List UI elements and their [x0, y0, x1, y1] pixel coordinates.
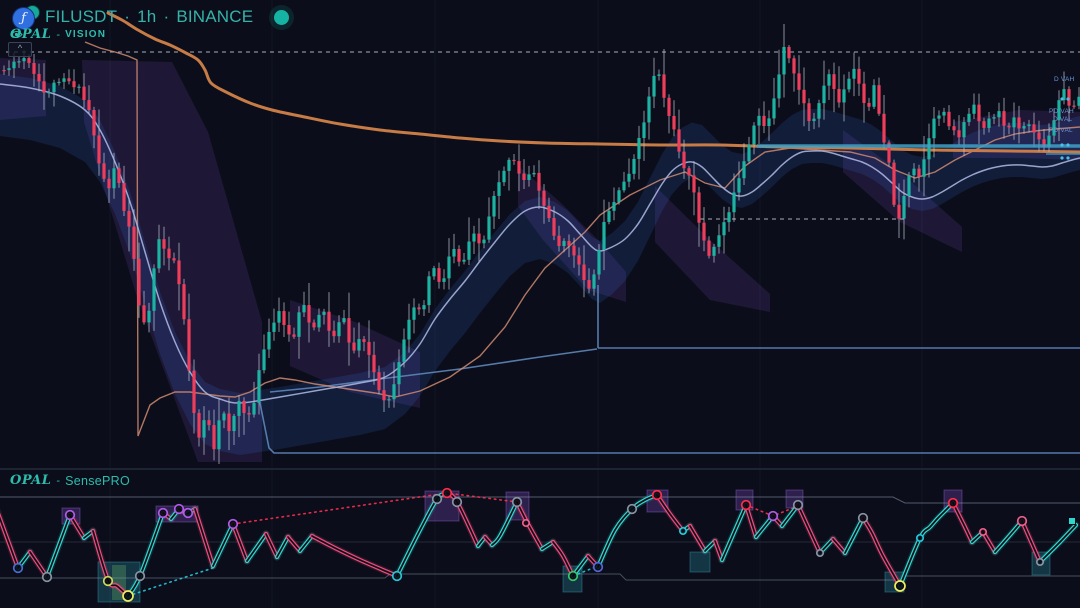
- legend-separator: ·: [124, 7, 131, 26]
- vision-label: VISION: [65, 29, 107, 40]
- market-status-dot-icon: [274, 9, 290, 25]
- timeframe[interactable]: 1h: [137, 7, 157, 26]
- pane-separator[interactable]: [0, 468, 1080, 470]
- dash: -: [56, 28, 61, 41]
- indicator-legend-vision[interactable]: OPAL - VISION: [10, 27, 106, 42]
- value-area-levels-layer: [757, 97, 1080, 160]
- symbol-legend[interactable]: ƒ FILUSDT · 1h · BINANCE: [12, 5, 290, 30]
- filecoin-logo-icon: ƒ: [12, 7, 35, 30]
- grid-layer: [109, 0, 923, 468]
- sensepro-label: SensePRO: [65, 473, 130, 488]
- opal-brand: OPAL: [10, 27, 52, 42]
- pane-collapse-button[interactable]: ^: [8, 42, 32, 57]
- oscillator-pane[interactable]: [0, 470, 1080, 608]
- legend-separator: ·: [163, 7, 170, 26]
- grid-layer: [109, 470, 923, 608]
- candles-layer: [2, 23, 1080, 464]
- pivot-markers-layer: [12, 487, 1076, 602]
- vision-clouds-layer: [0, 58, 1080, 462]
- symbol-name[interactable]: FILUSDT: [45, 7, 118, 26]
- price-chart-pane[interactable]: [0, 0, 1080, 470]
- opal-brand: OPAL: [10, 473, 52, 488]
- indicator-legend-sensepro[interactable]: OPAL - SensePRO: [10, 473, 130, 488]
- symbol-logo: ƒ: [12, 5, 40, 30]
- dash: -: [56, 474, 61, 487]
- oscillator-wave-layer: [0, 489, 1080, 600]
- exchange-name[interactable]: BINANCE: [176, 7, 254, 26]
- eye-icon[interactable]: [10, 30, 23, 39]
